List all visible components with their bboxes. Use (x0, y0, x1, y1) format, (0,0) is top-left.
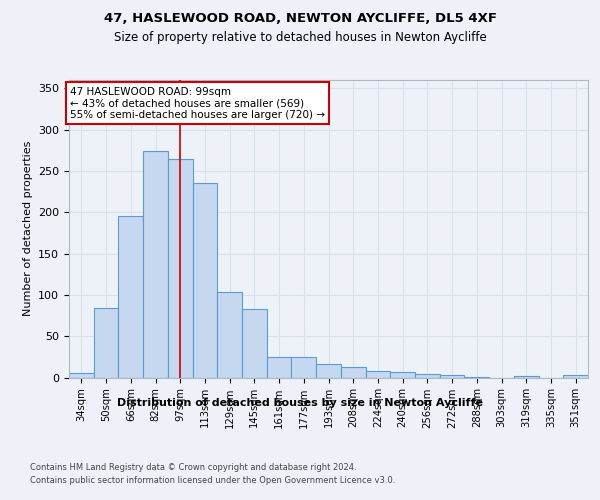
Bar (316, 364, 341, 378)
Text: 47 HASLEWOOD ROAD: 99sqm
← 43% of detached houses are smaller (569)
55% of semi-: 47 HASLEWOOD ROAD: 99sqm ← 43% of detach… (70, 86, 325, 120)
Bar (390, 372, 415, 378)
Bar (69, 374, 94, 378)
Bar (292, 357, 316, 378)
Bar (193, 184, 217, 378)
Bar (440, 375, 464, 378)
Text: Contains HM Land Registry data © Crown copyright and database right 2024.: Contains HM Land Registry data © Crown c… (30, 462, 356, 471)
Bar (242, 309, 267, 378)
Bar (143, 151, 168, 378)
Bar (168, 158, 193, 378)
Bar (464, 376, 489, 378)
Bar (563, 375, 588, 378)
Bar (94, 308, 118, 378)
Text: Contains public sector information licensed under the Open Government Licence v3: Contains public sector information licen… (30, 476, 395, 485)
Bar (514, 376, 539, 378)
Bar (365, 371, 390, 378)
Bar (118, 216, 143, 378)
Text: Size of property relative to detached houses in Newton Aycliffe: Size of property relative to detached ho… (113, 31, 487, 44)
Text: Distribution of detached houses by size in Newton Aycliffe: Distribution of detached houses by size … (117, 398, 483, 407)
Bar (217, 292, 242, 378)
Y-axis label: Number of detached properties: Number of detached properties (23, 141, 32, 316)
Bar (267, 357, 292, 378)
Bar (415, 374, 440, 378)
Bar (341, 367, 365, 378)
Text: 47, HASLEWOOD ROAD, NEWTON AYCLIFFE, DL5 4XF: 47, HASLEWOOD ROAD, NEWTON AYCLIFFE, DL5… (104, 12, 497, 26)
